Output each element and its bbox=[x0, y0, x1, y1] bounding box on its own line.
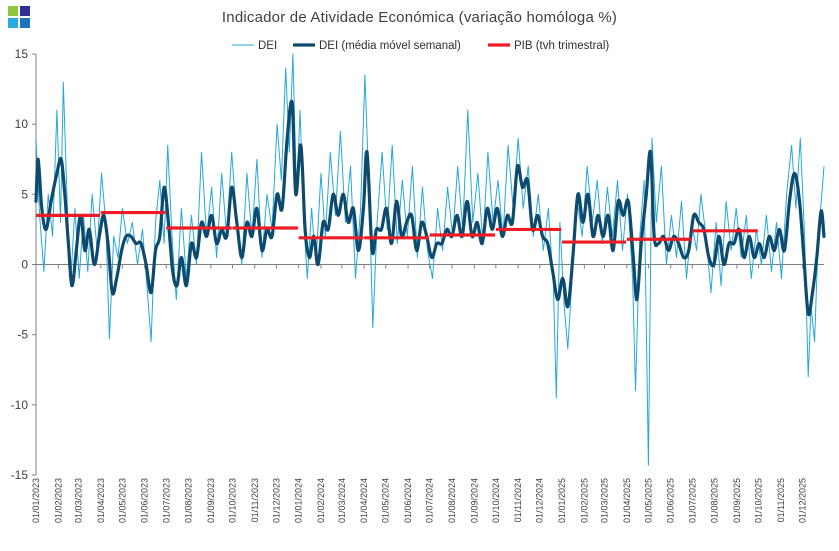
x-tick-label: 01/12/2024 bbox=[535, 478, 545, 523]
x-tick-label: 01/05/2023 bbox=[117, 478, 127, 523]
x-tick-label: 01/05/2024 bbox=[381, 478, 391, 523]
x-tick-label: 01/06/2025 bbox=[666, 478, 676, 523]
x-tick-label: 01/03/2023 bbox=[73, 478, 83, 523]
x-tick-label: 01/03/2025 bbox=[600, 478, 610, 523]
x-tick-label: 01/07/2024 bbox=[425, 478, 435, 523]
x-tick-label: 01/12/2023 bbox=[271, 478, 281, 523]
y-tick-label: -5 bbox=[17, 328, 28, 342]
x-tick-label: 01/06/2024 bbox=[403, 478, 413, 523]
x-tick-label: 01/08/2023 bbox=[184, 478, 194, 523]
y-tick-label: 5 bbox=[21, 187, 28, 201]
chart-series bbox=[34, 53, 826, 466]
x-tick-label: 01/10/2024 bbox=[491, 478, 501, 523]
series-line-dei bbox=[35, 53, 825, 466]
series-line-moving-average bbox=[34, 99, 826, 317]
x-tick-label: 01/09/2023 bbox=[206, 478, 216, 523]
x-tick-label: 01/11/2025 bbox=[776, 478, 786, 522]
x-tick-label: 01/02/2023 bbox=[53, 478, 63, 523]
legend-label-0: DEI bbox=[258, 40, 277, 52]
y-tick-label: 0 bbox=[21, 258, 28, 272]
logo-square-2 bbox=[20, 6, 30, 16]
x-tick-label: 01/08/2024 bbox=[447, 478, 457, 523]
x-tick-label: 01/01/2023 bbox=[31, 478, 41, 523]
x-tick-label: 01/04/2025 bbox=[622, 478, 632, 523]
x-tick-label: 01/02/2024 bbox=[316, 478, 326, 523]
y-tick-label: -10 bbox=[11, 398, 29, 412]
x-tick-label: 01/01/2024 bbox=[294, 478, 304, 523]
x-tick-label: 01/06/2023 bbox=[140, 478, 150, 523]
y-tick-label: 10 bbox=[15, 117, 29, 131]
x-tick-label: 01/07/2023 bbox=[161, 478, 171, 523]
y-tick-label: -15 bbox=[11, 468, 29, 482]
x-tick-label: 01/07/2025 bbox=[687, 478, 697, 523]
x-tick-label: 01/09/2024 bbox=[469, 478, 479, 523]
logo-square-3 bbox=[8, 18, 18, 28]
logo bbox=[8, 6, 30, 28]
x-tick-label: 01/10/2025 bbox=[754, 478, 764, 523]
x-tick-label: 01/08/2025 bbox=[710, 478, 720, 523]
x-tick-label: 01/04/2023 bbox=[96, 478, 106, 523]
x-tick-label: 01/02/2025 bbox=[579, 478, 589, 523]
logo-square-1 bbox=[8, 6, 18, 16]
x-tick-label: 01/12/2025 bbox=[797, 478, 807, 523]
x-tick-label: 01/10/2023 bbox=[227, 478, 237, 523]
x-tick-label: 01/01/2025 bbox=[557, 478, 567, 523]
x-tick-label: 01/05/2025 bbox=[643, 478, 653, 523]
x-tick-label: 01/09/2025 bbox=[732, 478, 742, 523]
x-tick-label: 01/11/2023 bbox=[250, 478, 260, 522]
legend-label-1: DEI (média móvel semanal) bbox=[319, 40, 461, 52]
logo-square-4 bbox=[20, 18, 30, 28]
x-tick-label: 01/11/2024 bbox=[513, 478, 523, 522]
y-tick-label: 15 bbox=[15, 47, 29, 61]
x-tick-label: 01/03/2024 bbox=[337, 478, 347, 523]
legend-label-2: PIB (tvh trimestral) bbox=[514, 40, 609, 52]
x-tick-label: 01/04/2024 bbox=[359, 478, 369, 523]
chart-legend: DEI DEI (média móvel semanal) PIB (tvh tri… bbox=[232, 40, 609, 52]
chart-title: Indicador de Atividade Económica (variaç… bbox=[221, 9, 618, 26]
